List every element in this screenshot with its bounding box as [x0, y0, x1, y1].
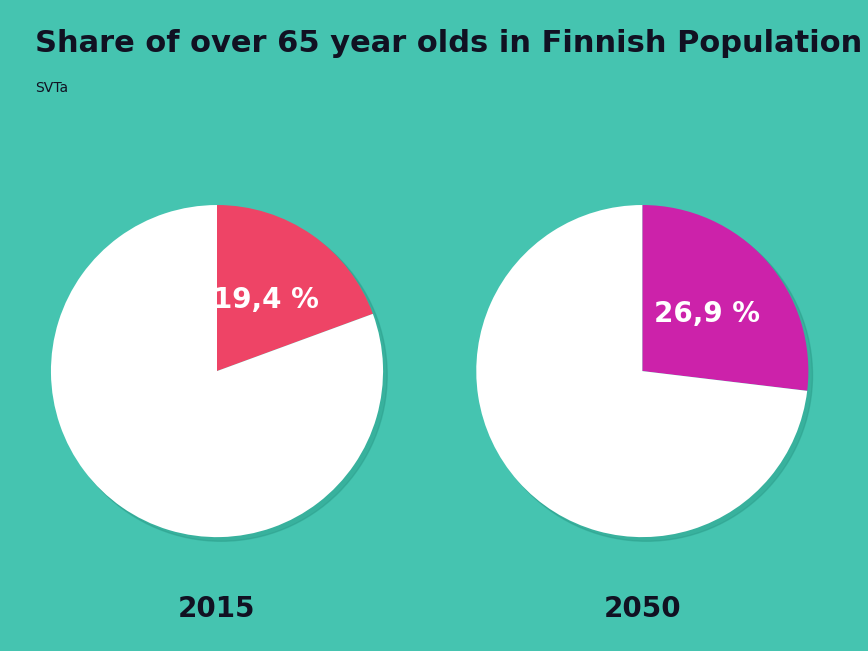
Text: 2050: 2050	[603, 595, 681, 623]
Wedge shape	[477, 205, 807, 537]
Text: Share of over 65 year olds in Finnish Population: Share of over 65 year olds in Finnish Po…	[35, 29, 862, 59]
Circle shape	[55, 209, 387, 541]
Text: 26,9 %: 26,9 %	[654, 299, 760, 327]
Wedge shape	[51, 205, 383, 537]
Wedge shape	[217, 205, 373, 371]
Text: 19,4 %: 19,4 %	[214, 286, 319, 314]
Wedge shape	[642, 205, 808, 391]
Text: SVTa: SVTa	[35, 81, 68, 96]
Text: 2015: 2015	[178, 595, 256, 623]
Circle shape	[480, 209, 812, 541]
